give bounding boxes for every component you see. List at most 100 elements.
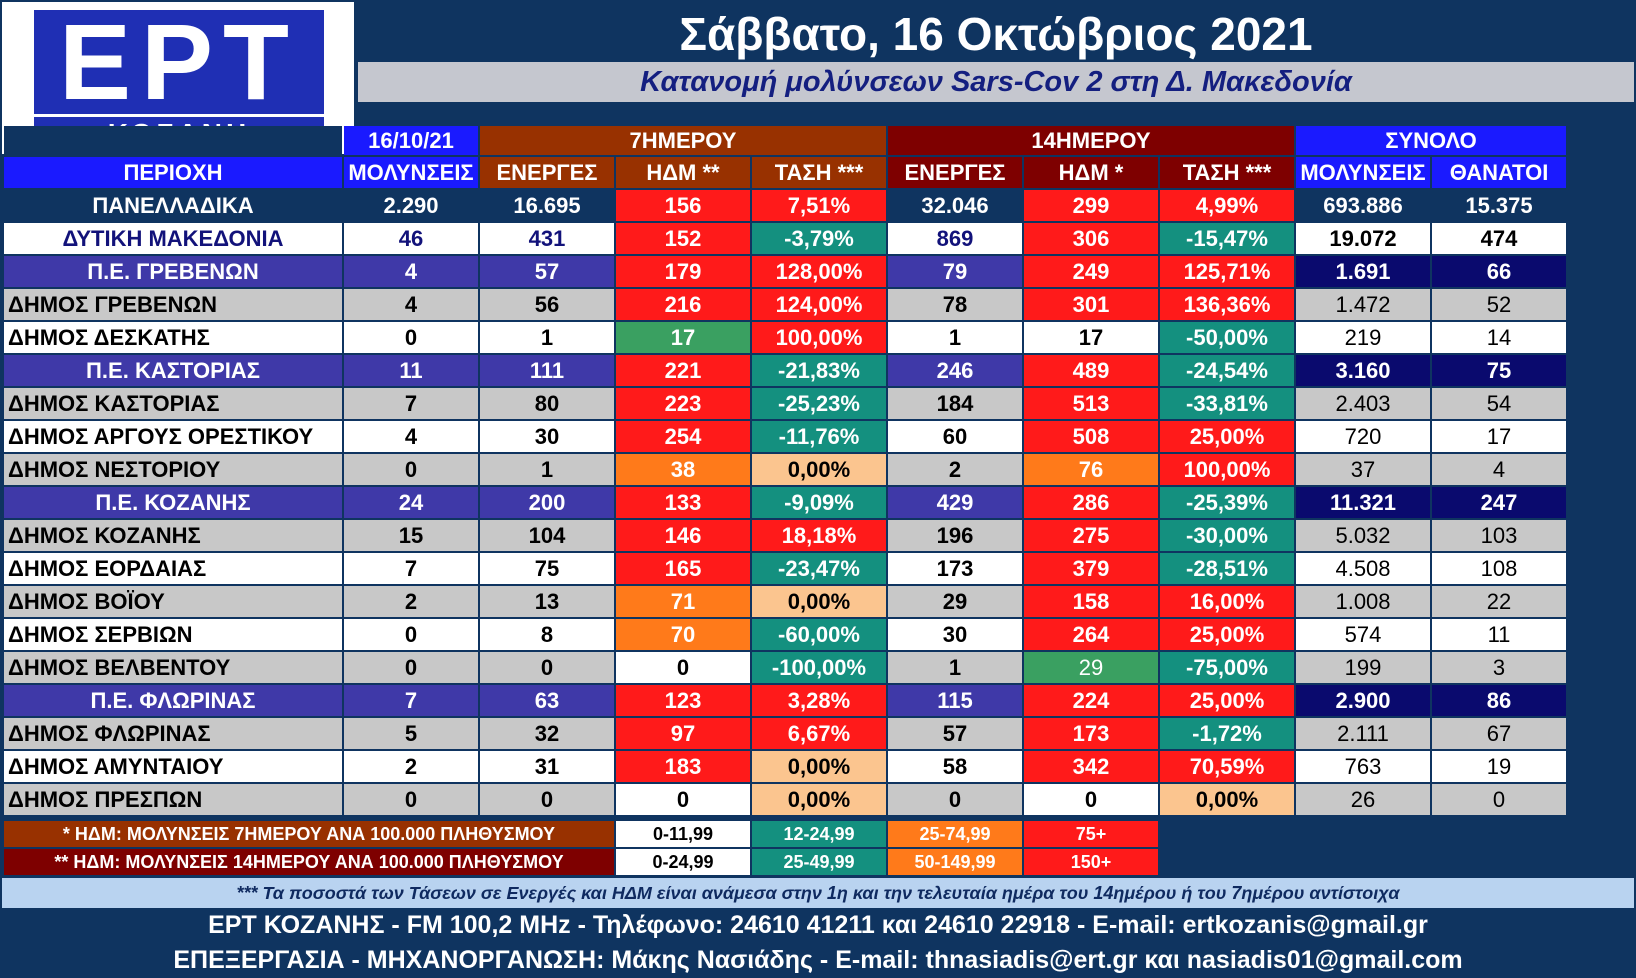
cell-hdm-14d: 249 bbox=[1024, 256, 1158, 287]
col-infections: ΜΟΛΥΝΣΕΙΣ bbox=[344, 157, 478, 188]
page-subtitle: Κατανομή μολύνσεων Sars-Cov 2 στη Δ. Μακ… bbox=[358, 62, 1634, 102]
table-row: ΔΗΜΟΣ ΦΛΩΡΙΝΑΣ 5 32 97 6,67% 57 173 -1,72% 2.111… bbox=[4, 718, 1566, 749]
cell-infections: 7 bbox=[344, 553, 478, 584]
cell-hdm-7d: 70 bbox=[616, 619, 750, 650]
col-deaths: ΘΑΝΑΤΟΙ bbox=[1432, 157, 1566, 188]
cell-trend-14d: 100,00% bbox=[1160, 454, 1294, 485]
cell-infections: 0 bbox=[344, 619, 478, 650]
table-row: Π.Ε. ΚΑΣΤΟΡΙΑΣ 11 111 221 -21,83% 246 489 -24,5… bbox=[4, 355, 1566, 386]
cell-region-name: ΔΗΜΟΣ ΣΕΡΒΙΩΝ bbox=[4, 619, 342, 650]
cell-total-infections: 1.691 bbox=[1296, 256, 1430, 287]
cell-infections: 2.290 bbox=[344, 190, 478, 221]
cell-total-infections: 693.886 bbox=[1296, 190, 1430, 221]
cell-hdm-7d: 223 bbox=[616, 388, 750, 419]
cell-trend-14d: -30,00% bbox=[1160, 520, 1294, 551]
cell-active-7d: 0 bbox=[480, 784, 614, 815]
cell-hdm-14d: 508 bbox=[1024, 421, 1158, 452]
cell-region-name: ΔΗΜΟΣ ΑΜΥΝΤΑΙΟΥ bbox=[4, 751, 342, 782]
cell-region-name: Π.Ε. ΦΛΩΡΙΝΑΣ bbox=[4, 685, 342, 716]
cell-trend-7d: -60,00% bbox=[752, 619, 886, 650]
cell-deaths: 4 bbox=[1432, 454, 1566, 485]
cell-infections: 4 bbox=[344, 289, 478, 320]
cell-trend-7d: 3,28% bbox=[752, 685, 886, 716]
cell-hdm-7d: 216 bbox=[616, 289, 750, 320]
cell-hdm-14d: 489 bbox=[1024, 355, 1158, 386]
cell-region-name: ΔΗΜΟΣ ΠΡΕΣΠΩΝ bbox=[4, 784, 342, 815]
cell-hdm-7d: 17 bbox=[616, 322, 750, 353]
cell-active-7d: 31 bbox=[480, 751, 614, 782]
cell-region-name: ΔΗΜΟΣ ΕΟΡΔΑΙΑΣ bbox=[4, 553, 342, 584]
legend-range: 0-11,99 bbox=[616, 821, 750, 847]
table-row: ΔΥΤΙΚΗ ΜΑΚΕΔΟΝΙΑ 46 431 152 -3,79% 869 306 -15,… bbox=[4, 223, 1566, 254]
cell-active-7d: 1 bbox=[480, 322, 614, 353]
cell-hdm-14d: 301 bbox=[1024, 289, 1158, 320]
cell-trend-14d: 25,00% bbox=[1160, 685, 1294, 716]
fortnight-header: 14ΗΜΕΡΟΥ bbox=[888, 126, 1294, 155]
cell-trend-14d: 70,59% bbox=[1160, 751, 1294, 782]
cell-trend-14d: -15,47% bbox=[1160, 223, 1294, 254]
cell-trend-7d: 128,00% bbox=[752, 256, 886, 287]
cell-total-infections: 3.160 bbox=[1296, 355, 1430, 386]
cell-hdm-14d: 264 bbox=[1024, 619, 1158, 650]
cell-hdm-7d: 0 bbox=[616, 784, 750, 815]
cell-hdm-7d: 179 bbox=[616, 256, 750, 287]
cell-deaths: 0 bbox=[1432, 784, 1566, 815]
cell-hdm-7d: 146 bbox=[616, 520, 750, 551]
cell-trend-14d: 25,00% bbox=[1160, 619, 1294, 650]
cell-hdm-14d: 306 bbox=[1024, 223, 1158, 254]
cell-active-7d: 32 bbox=[480, 718, 614, 749]
cell-hdm-14d: 17 bbox=[1024, 322, 1158, 353]
legend-range: 75+ bbox=[1024, 821, 1158, 847]
cell-region-name: ΔΗΜΟΣ ΚΑΣΤΟΡΙΑΣ bbox=[4, 388, 342, 419]
cell-deaths: 67 bbox=[1432, 718, 1566, 749]
cell-region-name: Π.Ε. ΚΑΣΤΟΡΙΑΣ bbox=[4, 355, 342, 386]
cell-region-name: ΔΗΜΟΣ ΓΡΕΒΕΝΩΝ bbox=[4, 289, 342, 320]
cell-trend-14d: 0,00% bbox=[1160, 784, 1294, 815]
cell-deaths: 474 bbox=[1432, 223, 1566, 254]
legend-row: * ΗΔΜ: ΜΟΛΥΝΣΕΙΣ 7ΗΜΕΡΟΥ ΑΝΑ 100.000 ΠΛΗ… bbox=[4, 821, 1158, 847]
cell-active-14d: 1 bbox=[888, 652, 1022, 683]
cell-trend-14d: 16,00% bbox=[1160, 586, 1294, 617]
logo-main-text: ΕΡΤ bbox=[34, 8, 324, 116]
cell-hdm-7d: 221 bbox=[616, 355, 750, 386]
cell-active-7d: 75 bbox=[480, 553, 614, 584]
cell-active-14d: 60 bbox=[888, 421, 1022, 452]
cell-active-14d: 173 bbox=[888, 553, 1022, 584]
col-active-7d: ΕΝΕΡΓΕΣ bbox=[480, 157, 614, 188]
cell-active-14d: 29 bbox=[888, 586, 1022, 617]
table-row: ΠΑΝΕΛΛΑΔΙΚΑ 2.290 16.695 156 7,51% 32.046 299 4… bbox=[4, 190, 1566, 221]
week-header: 7ΗΜΕΡΟΥ bbox=[480, 126, 886, 155]
cell-total-infections: 574 bbox=[1296, 619, 1430, 650]
cell-infections: 0 bbox=[344, 322, 478, 353]
cell-deaths: 52 bbox=[1432, 289, 1566, 320]
cell-infections: 2 bbox=[344, 586, 478, 617]
cell-infections: 7 bbox=[344, 685, 478, 716]
cell-deaths: 11 bbox=[1432, 619, 1566, 650]
cell-trend-7d: 0,00% bbox=[752, 751, 886, 782]
cell-active-14d: 58 bbox=[888, 751, 1022, 782]
cell-hdm-7d: 97 bbox=[616, 718, 750, 749]
cell-active-14d: 79 bbox=[888, 256, 1022, 287]
legend-label: * ΗΔΜ: ΜΟΛΥΝΣΕΙΣ 7ΗΜΕΡΟΥ ΑΝΑ 100.000 ΠΛΗ… bbox=[4, 821, 614, 847]
cell-active-7d: 8 bbox=[480, 619, 614, 650]
cell-total-infections: 37 bbox=[1296, 454, 1430, 485]
page-title: Σάββατο, 16 Οκτώβριος 2021 bbox=[358, 2, 1634, 62]
cell-region-name: ΔΗΜΟΣ ΔΕΣΚΑΤΗΣ bbox=[4, 322, 342, 353]
table-row: ΔΗΜΟΣ ΒΕΛΒΕΝΤΟΥ 0 0 0 -100,00% 1 29 -75,00% 199 3 bbox=[4, 652, 1566, 683]
cell-trend-14d: -75,00% bbox=[1160, 652, 1294, 683]
table-row: ΔΗΜΟΣ ΑΡΓΟΥΣ ΟΡΕΣΤΙΚΟΥ 4 30 254 -11,76% 60 508… bbox=[4, 421, 1566, 452]
cell-hdm-7d: 123 bbox=[616, 685, 750, 716]
cell-trend-14d: 125,71% bbox=[1160, 256, 1294, 287]
cell-total-infections: 26 bbox=[1296, 784, 1430, 815]
col-total-infections: ΜΟΛΥΝΣΕΙΣ bbox=[1296, 157, 1430, 188]
cell-hdm-14d: 299 bbox=[1024, 190, 1158, 221]
cell-region-name: ΔΗΜΟΣ ΑΡΓΟΥΣ ΟΡΕΣΤΙΚΟΥ bbox=[4, 421, 342, 452]
legend-range: 25-49,99 bbox=[752, 849, 886, 875]
cell-trend-7d: 100,00% bbox=[752, 322, 886, 353]
cell-infections: 2 bbox=[344, 751, 478, 782]
cell-active-7d: 111 bbox=[480, 355, 614, 386]
cell-hdm-14d: 342 bbox=[1024, 751, 1158, 782]
cell-infections: 5 bbox=[344, 718, 478, 749]
table-row: ΔΗΜΟΣ ΚΟΖΑΝΗΣ 15 104 146 18,18% 196 275 -30,00%… bbox=[4, 520, 1566, 551]
cell-trend-14d: -50,00% bbox=[1160, 322, 1294, 353]
